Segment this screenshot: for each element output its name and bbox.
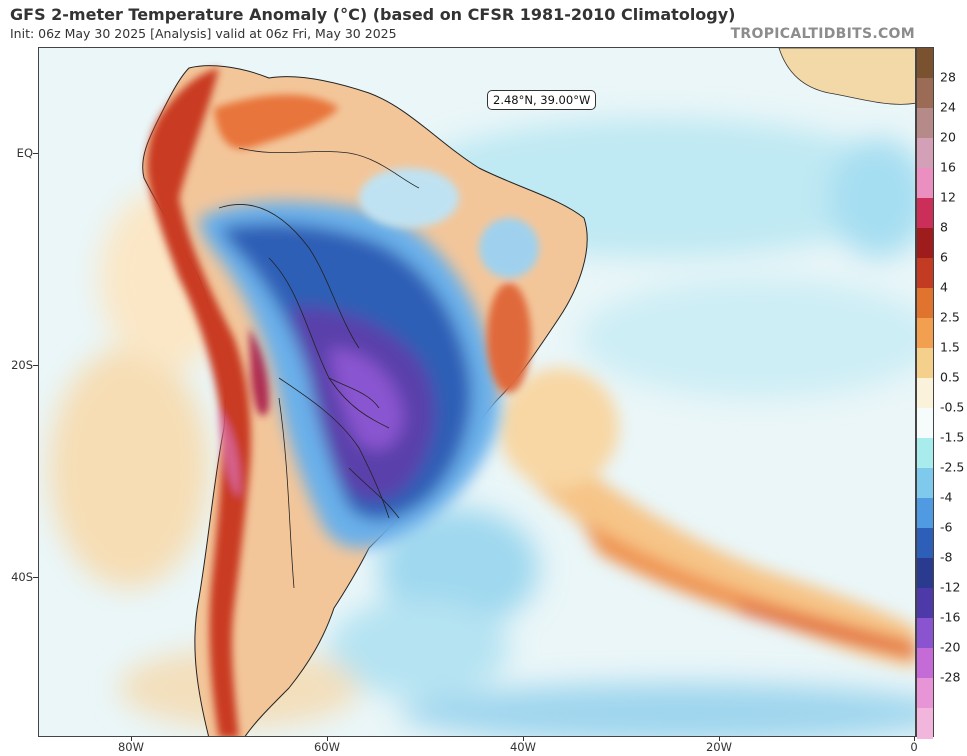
colorbar-segment: [917, 168, 933, 199]
colorbar-label: -16: [940, 609, 961, 625]
colorbar-label: -20: [940, 639, 961, 655]
lat-label-40s: 40S: [11, 570, 33, 584]
anomaly-map[interactable]: [38, 47, 916, 737]
colorbar-segment: [917, 48, 933, 79]
colorbar-segment: [917, 588, 933, 619]
colorbar-label: 12: [940, 189, 956, 205]
colorbar-segment: [917, 678, 933, 709]
lat-tick-20s: [33, 365, 38, 366]
colorbar-segment: [917, 378, 933, 409]
colorbar-label: 24: [940, 99, 956, 115]
coordinate-readout: 2.48°N, 39.00°W: [487, 90, 597, 110]
brazil-coast-warm: [359, 168, 539, 393]
lon-tick-80w: [131, 737, 132, 741]
ocean-anomaly-patches: [49, 118, 915, 736]
lon-tick-20w: [719, 737, 720, 741]
colorbar-segment: [917, 468, 933, 499]
andes-warm-anomaly: [147, 68, 339, 736]
lon-label-40w: 40W: [509, 740, 537, 754]
colorbar-segment: [917, 348, 933, 379]
colorbar-segment: [917, 318, 933, 349]
colorbar-label: 1.5: [940, 339, 960, 355]
lon-tick-0: [914, 737, 915, 741]
africa-landmass: [778, 48, 915, 105]
colorbar-label: -0.5: [940, 399, 965, 415]
lon-label-60w: 60W: [313, 740, 341, 754]
colorbar-label: -2.5: [940, 459, 965, 475]
colorbar-label: -12: [940, 579, 961, 595]
lat-tick-eq: [33, 153, 38, 154]
country-borders: [218, 147, 420, 589]
map-title: GFS 2-meter Temperature Anomaly (°C) (ba…: [10, 5, 736, 24]
colorbar-segment: [917, 138, 933, 169]
colorbar-label: -4: [940, 489, 953, 505]
colorbar-label: -28: [940, 669, 961, 685]
colorbar-label: 6: [940, 249, 948, 265]
lon-label-80w: 80W: [117, 740, 145, 754]
colorbar-segment: [917, 648, 933, 679]
colorbar-segment: [917, 78, 933, 109]
colorbar-segment: [917, 288, 933, 319]
colorbar-label: 0.5: [940, 369, 960, 385]
colorbar-label: 2.5: [940, 309, 960, 325]
colorbar-label: -6: [940, 519, 953, 535]
colorbar-segment: [917, 438, 933, 469]
lon-tick-60w: [327, 737, 328, 741]
colorbar-segment: [917, 708, 933, 739]
colorbar-label: 8: [940, 219, 948, 235]
cold-anomaly-core: [199, 201, 500, 549]
colorbar-label: 28: [940, 69, 956, 85]
lat-label-20s: 20S: [11, 358, 33, 372]
colorbar-label: 20: [940, 129, 956, 145]
colorbar-segment: [917, 408, 933, 439]
warm-atlantic-streak: [499, 368, 915, 668]
colorbar-segment: [917, 558, 933, 589]
brand-watermark[interactable]: TROPICALTIDBITS.COM: [730, 26, 915, 42]
colorbar-segment: [917, 228, 933, 259]
colorbar: [916, 47, 934, 739]
colorbar-label: -1.5: [940, 429, 965, 445]
lon-label-0: 0: [910, 740, 918, 754]
lon-label-20w: 20W: [705, 740, 733, 754]
lon-tick-40w: [523, 737, 524, 741]
map-subtitle: Init: 06z May 30 2025 [Analysis] valid a…: [10, 26, 397, 41]
colorbar-segment: [917, 618, 933, 649]
colorbar-segment: [917, 108, 933, 139]
colorbar-segment: [917, 258, 933, 289]
lat-label-eq: EQ: [16, 146, 33, 160]
anomaly-map-canvas[interactable]: [39, 48, 916, 737]
colorbar-label: 16: [940, 159, 956, 175]
colorbar-segment: [917, 528, 933, 559]
lat-tick-40s: [33, 577, 38, 578]
colorbar-label: -8: [940, 549, 953, 565]
colorbar-segment: [917, 498, 933, 529]
colorbar-segment: [917, 198, 933, 229]
colorbar-label: 4: [940, 279, 948, 295]
